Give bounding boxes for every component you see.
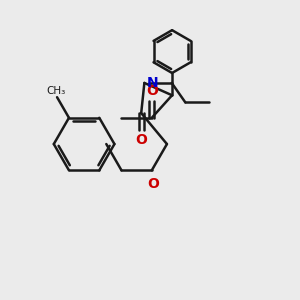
Text: CH₃: CH₃: [46, 86, 65, 96]
Text: O: O: [146, 84, 158, 98]
Text: O: O: [135, 133, 147, 147]
Text: O: O: [147, 177, 159, 191]
Text: N: N: [147, 76, 158, 90]
